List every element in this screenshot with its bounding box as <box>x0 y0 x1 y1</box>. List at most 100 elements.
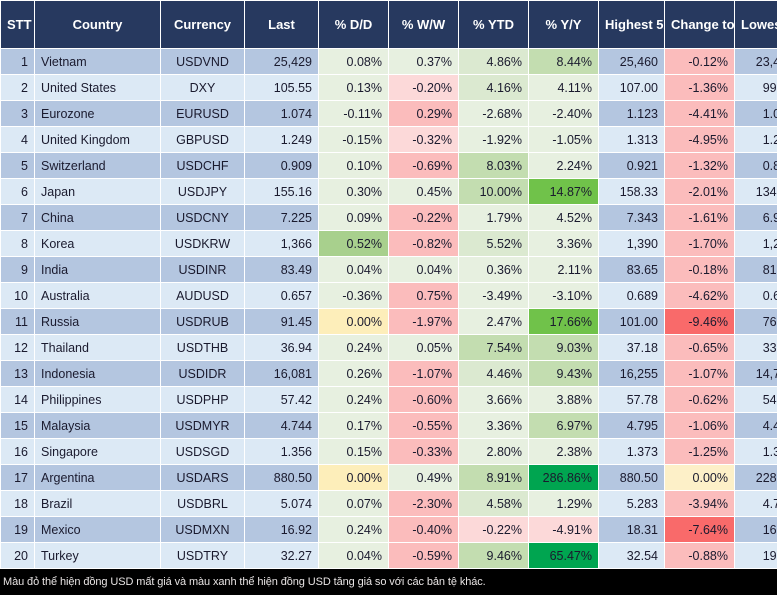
cell-lowest-52w: 6.932 <box>734 204 777 231</box>
cell-stt: 19 <box>0 516 35 543</box>
cell-pct-dd: 0.52% <box>318 230 389 257</box>
cell-stt: 6 <box>0 178 35 205</box>
cell-stt: 18 <box>0 490 35 517</box>
cell-lowest-52w: 76.10 <box>734 308 777 335</box>
cell-highest-52w: 5.283 <box>598 490 665 517</box>
cell-country: Russia <box>34 308 161 335</box>
cell-highest-52w: 0.689 <box>598 282 665 309</box>
cell-pct-yy: 286.86% <box>528 464 599 491</box>
cell-country: Korea <box>34 230 161 257</box>
cell-stt: 15 <box>0 412 35 439</box>
column-header-country[interactable]: Country <box>34 0 161 49</box>
cell-pct-dd: 0.04% <box>318 542 389 569</box>
cell-pct-yy: 17.66% <box>528 308 599 335</box>
column-header-highest-52w[interactable]: Highest 52W <box>598 0 665 49</box>
cell-pct-ytd: 1.79% <box>458 204 529 231</box>
cell-pct-dd: 0.04% <box>318 256 389 283</box>
cell-currency: USDMYR <box>160 412 245 439</box>
table-row[interactable]: 1 Vietnam USDVND 25,429 0.08% 0.37% 4.86% 8.44%… <box>0 48 777 75</box>
table-row[interactable]: 9 India USDINR 83.49 0.04% 0.04% 0.36% 2.11% 83.… <box>0 256 777 283</box>
cell-change-to-h52w: -0.12% <box>664 48 735 75</box>
table-row[interactable]: 17 Argentina USDARS 880.50 0.00% 0.49% 8.91% 28… <box>0 464 777 491</box>
cell-currency: EURUSD <box>160 100 245 127</box>
table-row[interactable]: 15 Malaysia USDMYR 4.744 0.17% -0.55% 3.36% 6.9… <box>0 412 777 439</box>
cell-last: 25,429 <box>244 48 319 75</box>
cell-lowest-52w: 4.456 <box>734 412 777 439</box>
cell-country: Singapore <box>34 438 161 465</box>
column-header-lowest-52w[interactable]: Lowest 52W <box>734 0 777 49</box>
cell-highest-52w: 4.795 <box>598 412 665 439</box>
table-row[interactable]: 3 Eurozone EURUSD 1.074 -0.11% 0.29% -2.68% -2.… <box>0 100 777 127</box>
cell-pct-dd: 0.30% <box>318 178 389 205</box>
table-row[interactable]: 20 Turkey USDTRY 32.27 0.04% -0.59% 9.46% 65.47… <box>0 542 777 569</box>
cell-country: Philippines <box>34 386 161 413</box>
table-row[interactable]: 16 Singapore USDSGD 1.356 0.15% -0.33% 2.80% 2.… <box>0 438 777 465</box>
table-row[interactable]: 7 China USDCNY 7.225 0.09% -0.22% 1.79% 4.52% 7.… <box>0 204 777 231</box>
cell-lowest-52w: 0.629 <box>734 282 777 309</box>
header-row: STT Country Currency Last % D/D % W/W % … <box>0 0 777 49</box>
cell-highest-52w: 83.65 <box>598 256 665 283</box>
table-row[interactable]: 2 United States DXY 105.55 0.13% -0.20% 4.16% 4… <box>0 74 777 101</box>
table-row[interactable]: 5 Switzerland USDCHF 0.909 0.10% -0.69% 8.03% 2… <box>0 152 777 179</box>
table-row[interactable]: 13 Indonesia USDIDR 16,081 0.26% -1.07% 4.46% 9… <box>0 360 777 387</box>
cell-pct-yy: 14.87% <box>528 178 599 205</box>
cell-stt: 20 <box>0 542 35 569</box>
cell-country: Eurozone <box>34 100 161 127</box>
cell-currency: USDPHP <box>160 386 245 413</box>
cell-stt: 14 <box>0 386 35 413</box>
cell-lowest-52w: 4.724 <box>734 490 777 517</box>
cell-pct-yy: 3.36% <box>528 230 599 257</box>
cell-lowest-52w: 1.208 <box>734 126 777 153</box>
cell-pct-ww: -0.40% <box>388 516 459 543</box>
column-header-last[interactable]: Last <box>244 0 319 49</box>
column-header-stt[interactable]: STT <box>0 0 35 49</box>
cell-last: 0.909 <box>244 152 319 179</box>
cell-pct-ww: 0.75% <box>388 282 459 309</box>
cell-change-to-h52w: -1.61% <box>664 204 735 231</box>
cell-currency: DXY <box>160 74 245 101</box>
column-header-change-to-h52w[interactable]: Change to H52W <box>664 0 735 49</box>
cell-lowest-52w: 14,720 <box>734 360 777 387</box>
cell-change-to-h52w: -1.70% <box>664 230 735 257</box>
cell-pct-ytd: -0.22% <box>458 516 529 543</box>
cell-pct-dd: 0.09% <box>318 204 389 231</box>
table-row[interactable]: 11 Russia USDRUB 91.45 0.00% -1.97% 2.47% 17.66… <box>0 308 777 335</box>
cell-pct-ww: -0.32% <box>388 126 459 153</box>
cell-highest-52w: 880.50 <box>598 464 665 491</box>
column-header-pct-yy[interactable]: % Y/Y <box>528 0 599 49</box>
column-header-pct-dd[interactable]: % D/D <box>318 0 389 49</box>
cell-last: 57.42 <box>244 386 319 413</box>
cell-stt: 5 <box>0 152 35 179</box>
cell-pct-ytd: -3.49% <box>458 282 529 309</box>
cell-last: 1,366 <box>244 230 319 257</box>
table-row[interactable]: 4 United Kingdom GBPUSD 1.249 -0.15% -0.32% -1… <box>0 126 777 153</box>
column-header-currency[interactable]: Currency <box>160 0 245 49</box>
table-row[interactable]: 8 Korea USDKRW 1,366 0.52% -0.82% 5.52% 3.36% 1,… <box>0 230 777 257</box>
table-row[interactable]: 6 Japan USDJPY 155.16 0.30% 0.45% 10.00% 14.87%… <box>0 178 777 205</box>
cell-pct-ww: 0.37% <box>388 48 459 75</box>
table-row[interactable]: 18 Brazil USDBRL 5.074 0.07% -2.30% 4.58% 1.29%… <box>0 490 777 517</box>
cell-pct-ww: -0.20% <box>388 74 459 101</box>
cell-pct-ytd: 0.36% <box>458 256 529 283</box>
cell-pct-dd: 0.00% <box>318 308 389 335</box>
cell-pct-ytd: 4.58% <box>458 490 529 517</box>
cell-highest-52w: 16,255 <box>598 360 665 387</box>
cell-highest-52w: 37.18 <box>598 334 665 361</box>
cell-pct-ytd: 8.91% <box>458 464 529 491</box>
column-header-pct-ww[interactable]: % W/W <box>388 0 459 49</box>
cell-pct-ytd: 4.16% <box>458 74 529 101</box>
cell-pct-ww: -0.59% <box>388 542 459 569</box>
table-row[interactable]: 10 Australia AUDUSD 0.657 -0.36% 0.75% -3.49% -… <box>0 282 777 309</box>
cell-pct-ww: 0.05% <box>388 334 459 361</box>
table-row[interactable]: 12 Thailand USDTHB 36.94 0.24% 0.05% 7.54% 9.03… <box>0 334 777 361</box>
cell-pct-dd: -0.36% <box>318 282 389 309</box>
cell-change-to-h52w: -1.36% <box>664 74 735 101</box>
cell-lowest-52w: 54.34 <box>734 386 777 413</box>
column-header-pct-ytd[interactable]: % YTD <box>458 0 529 49</box>
table-row[interactable]: 14 Philippines USDPHP 57.42 0.24% -0.60% 3.66%… <box>0 386 777 413</box>
cell-currency: USDTRY <box>160 542 245 569</box>
cell-pct-yy: 8.44% <box>528 48 599 75</box>
cell-pct-ytd: -2.68% <box>458 100 529 127</box>
table-row[interactable]: 19 Mexico USDMXN 16.92 0.24% -0.40% -0.22% -4.9… <box>0 516 777 543</box>
cell-highest-52w: 57.78 <box>598 386 665 413</box>
